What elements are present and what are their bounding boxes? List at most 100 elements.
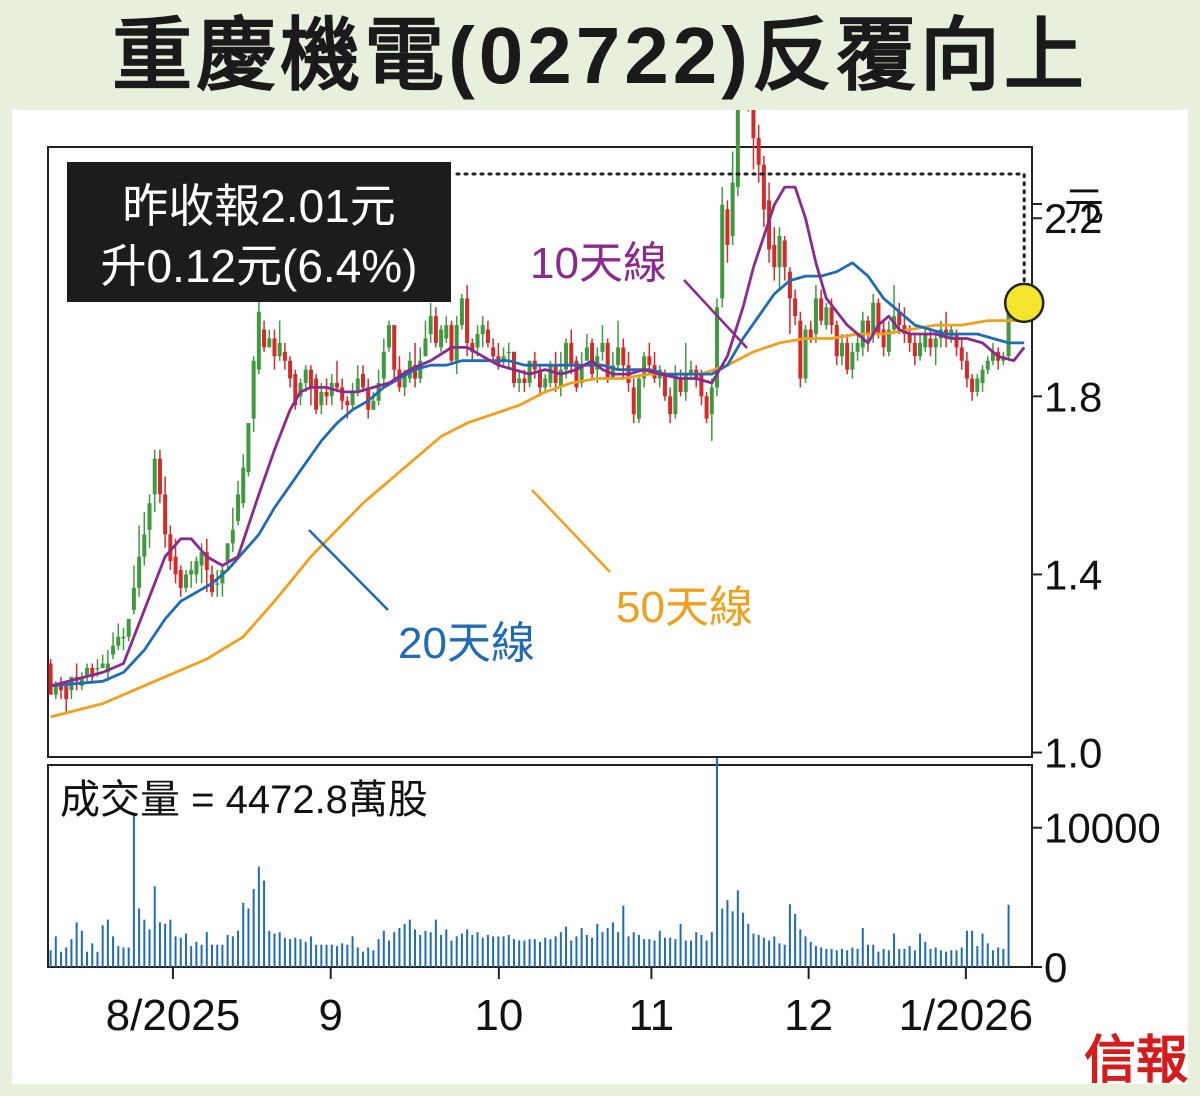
date-tick-label: 12 bbox=[784, 991, 833, 1040]
candle-body bbox=[970, 378, 975, 392]
candle-body bbox=[787, 271, 792, 299]
page-title: 重慶機電(02722)反覆向上 bbox=[112, 11, 1088, 100]
candle-body bbox=[423, 338, 428, 357]
candle-body bbox=[548, 365, 553, 383]
candle-body bbox=[584, 347, 589, 361]
candle-body bbox=[152, 458, 157, 495]
candle-body bbox=[866, 320, 870, 335]
volume-tick-label: 10000 bbox=[1044, 805, 1161, 852]
newspaper-logo: 信報 bbox=[1084, 1030, 1188, 1084]
candle-body bbox=[886, 329, 891, 352]
candle-body bbox=[808, 329, 813, 339]
candle-body bbox=[360, 374, 365, 388]
candle-body bbox=[985, 360, 990, 370]
candle-body bbox=[485, 329, 490, 343]
candle-body bbox=[839, 342, 844, 357]
candle-body bbox=[850, 351, 855, 370]
candle-body bbox=[621, 347, 626, 366]
candle-body bbox=[282, 351, 287, 361]
candle-body bbox=[48, 663, 53, 695]
last-close-reference-line bbox=[455, 172, 1026, 283]
candle-body bbox=[59, 685, 64, 691]
candle-body bbox=[387, 325, 392, 348]
candle-body bbox=[715, 307, 720, 388]
candle-body bbox=[199, 552, 204, 566]
candle-body bbox=[897, 311, 902, 326]
candle-body bbox=[668, 396, 673, 415]
candle-body bbox=[845, 342, 850, 370]
volume-label: 成交量 = 4472.8萬股 bbox=[60, 778, 428, 822]
candle-body bbox=[444, 325, 449, 339]
candle-body bbox=[543, 378, 548, 388]
candle-body bbox=[527, 360, 532, 383]
price-tick-label: 1.4 bbox=[1044, 551, 1102, 598]
candle-body bbox=[277, 342, 282, 357]
info-box bbox=[67, 162, 451, 302]
candle-body bbox=[319, 391, 324, 406]
candle-body bbox=[803, 329, 808, 379]
candle-body bbox=[704, 396, 709, 419]
candle-body bbox=[912, 342, 917, 357]
candle-body bbox=[631, 387, 636, 415]
candle-body bbox=[183, 574, 188, 588]
date-tick-label: 9 bbox=[318, 991, 342, 1040]
candle-body bbox=[480, 325, 485, 335]
candle-body bbox=[564, 342, 569, 370]
ma10-leader-line bbox=[683, 279, 748, 349]
candle-body bbox=[558, 369, 563, 388]
candle-body bbox=[1006, 302, 1011, 357]
candle-body bbox=[610, 365, 615, 379]
candle-body bbox=[506, 351, 511, 354]
ma50-label: 50天線 bbox=[616, 583, 753, 632]
candle-body bbox=[673, 374, 678, 415]
date-tick-label: 11 bbox=[629, 991, 675, 1040]
candle-body bbox=[465, 298, 470, 343]
candle-body bbox=[256, 311, 261, 370]
candle-body bbox=[590, 342, 595, 375]
candle-body bbox=[751, 110, 756, 139]
candle-body bbox=[303, 369, 308, 383]
candle-body bbox=[121, 636, 126, 639]
candle-body bbox=[105, 663, 110, 673]
candle-body bbox=[642, 356, 647, 379]
candle-body bbox=[100, 663, 105, 668]
candle-body bbox=[85, 667, 90, 677]
candle-body bbox=[501, 356, 506, 361]
candle-body bbox=[813, 298, 818, 335]
candle-body bbox=[798, 320, 803, 379]
candle-body bbox=[511, 351, 516, 383]
price-tick-label: 1.8 bbox=[1044, 373, 1102, 420]
candle-body bbox=[938, 329, 943, 339]
candle-body bbox=[392, 325, 397, 370]
candle-body bbox=[246, 423, 251, 473]
candle-body bbox=[777, 236, 782, 268]
candle-body bbox=[334, 382, 339, 388]
candle-body bbox=[595, 356, 600, 370]
candle-body bbox=[116, 636, 121, 646]
candle-body bbox=[829, 307, 834, 326]
candle-body bbox=[470, 342, 475, 352]
price-tick-label: 1.0 bbox=[1044, 730, 1102, 777]
candle-body bbox=[730, 182, 735, 237]
candle-body bbox=[53, 685, 58, 695]
candle-body bbox=[371, 400, 376, 410]
candle-body bbox=[439, 329, 444, 348]
candle-body bbox=[678, 378, 683, 392]
candle-body bbox=[907, 334, 912, 343]
volume-axis: 10000 0 bbox=[1032, 805, 1161, 991]
candle-body bbox=[579, 365, 584, 383]
candle-body bbox=[418, 360, 423, 379]
candle-body bbox=[923, 334, 928, 348]
info-change-text: 升0.12元(6.4%) bbox=[100, 240, 417, 292]
ma20-label: 20天線 bbox=[398, 619, 535, 668]
candle-body bbox=[251, 360, 256, 419]
candle-body bbox=[782, 240, 787, 268]
candle-body bbox=[340, 387, 345, 401]
candle-body bbox=[605, 342, 610, 379]
candle-body bbox=[491, 347, 496, 357]
candle-body bbox=[236, 494, 241, 522]
candle-body bbox=[569, 342, 574, 366]
candle-body bbox=[314, 378, 319, 410]
candle-body bbox=[95, 667, 100, 670]
candle-body bbox=[454, 325, 459, 361]
